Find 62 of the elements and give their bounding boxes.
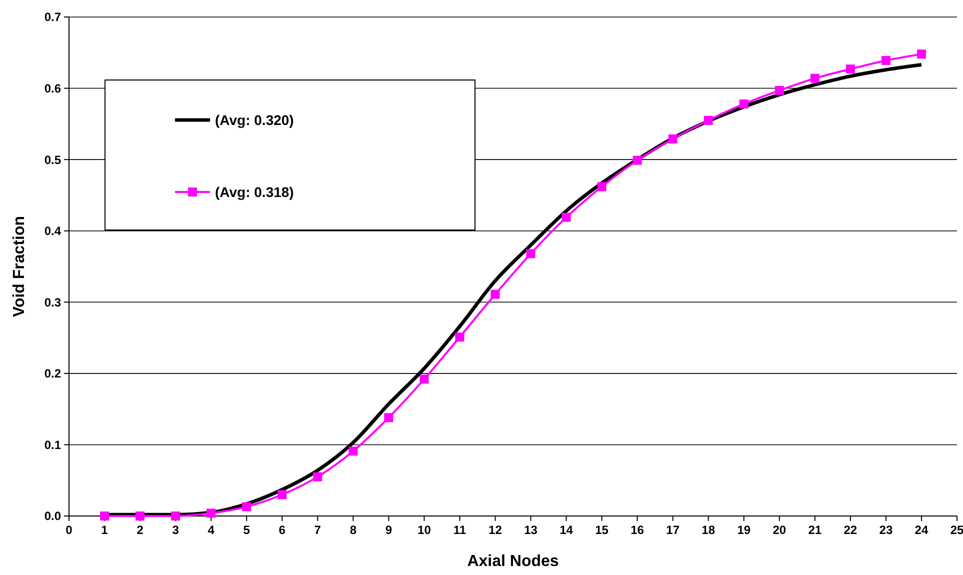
point bbox=[562, 212, 571, 222]
point bbox=[278, 490, 287, 500]
x-tick-label: 23 bbox=[879, 523, 893, 537]
y-tick-label: 0.3 bbox=[44, 295, 62, 310]
point bbox=[206, 508, 216, 518]
point bbox=[171, 512, 180, 520]
y-tick-label: 0.2 bbox=[44, 366, 62, 381]
point bbox=[739, 99, 748, 108]
point bbox=[100, 512, 110, 520]
point bbox=[597, 182, 606, 192]
x-tick-label: 5 bbox=[243, 523, 250, 537]
point bbox=[242, 502, 252, 512]
x-tick-label: 7 bbox=[314, 523, 322, 537]
x-tick-label: 21 bbox=[808, 523, 822, 537]
y-tick-label: 0.1 bbox=[44, 438, 62, 452]
x-tick-label: 0 bbox=[66, 523, 73, 537]
y-tick-label: 0.5 bbox=[44, 152, 62, 167]
x-tick-label: 1 bbox=[101, 523, 108, 537]
point bbox=[846, 64, 855, 74]
x-tick-label: 24 bbox=[914, 523, 928, 537]
x-tick-label: 6 bbox=[278, 523, 286, 537]
x-tick-label: 9 bbox=[385, 523, 392, 537]
x-tick-label: 11 bbox=[453, 523, 466, 537]
x-tick-label: 8 bbox=[350, 523, 357, 537]
point bbox=[420, 374, 429, 384]
point bbox=[455, 332, 464, 342]
y-axis-title: Void Fraction bbox=[11, 216, 28, 318]
point bbox=[490, 290, 500, 299]
y-tick-label: 0.7 bbox=[44, 10, 62, 24]
x-tick-label: 16 bbox=[630, 523, 644, 537]
point bbox=[916, 50, 926, 59]
legend-label: (Avg: 0.318) bbox=[215, 184, 294, 200]
x-axis-title: Axial Nodes bbox=[467, 553, 559, 570]
point bbox=[810, 74, 820, 83]
x-tick-label: 10 bbox=[418, 523, 432, 537]
x-tick-label: 17 bbox=[666, 523, 680, 537]
point bbox=[348, 446, 358, 456]
point bbox=[704, 116, 713, 125]
x-tick-label: 18 bbox=[702, 523, 716, 537]
x-tick-label: 15 bbox=[595, 523, 609, 537]
x-tick-label: 12 bbox=[488, 523, 502, 537]
x-tick-label: 20 bbox=[772, 523, 786, 537]
point bbox=[526, 249, 536, 258]
point bbox=[632, 156, 642, 165]
x-tick-label: 4 bbox=[208, 523, 215, 537]
y-tick-label: 0.4 bbox=[44, 224, 62, 238]
point bbox=[881, 56, 890, 65]
point bbox=[313, 472, 322, 482]
x-tick-label: 22 bbox=[844, 523, 858, 537]
y-tick-label: 0.0 bbox=[44, 509, 62, 524]
x-tick-label: 2 bbox=[136, 523, 144, 537]
x-tick-label: 3 bbox=[172, 523, 180, 537]
point bbox=[384, 413, 394, 422]
x-tick-label: 13 bbox=[524, 523, 538, 537]
point bbox=[136, 512, 145, 520]
legend-label: (Avg: 0.320) bbox=[215, 112, 294, 128]
x-tick-label: 14 bbox=[560, 523, 574, 537]
point bbox=[668, 134, 678, 144]
x-tick-label: 19 bbox=[737, 523, 751, 537]
x-tick-label: 25 bbox=[950, 523, 963, 537]
point bbox=[774, 86, 784, 95]
y-tick-label: 0.6 bbox=[44, 81, 62, 96]
